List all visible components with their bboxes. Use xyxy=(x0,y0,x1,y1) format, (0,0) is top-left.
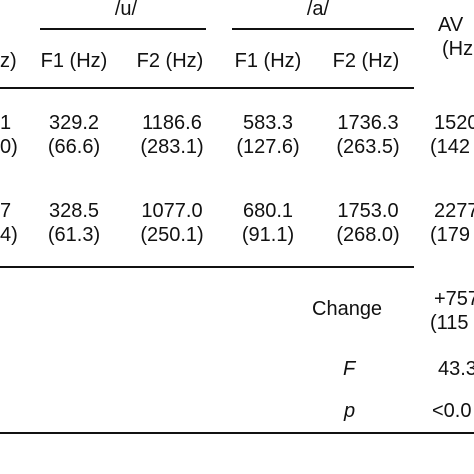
group-underline-u xyxy=(40,28,206,30)
col-header-a-f1: F1 (Hz) xyxy=(234,50,302,72)
col-header-cut: z) xyxy=(0,50,17,72)
row1-u-f1-mean: 329.2 xyxy=(48,112,100,134)
row1-avs-sd: (142 xyxy=(430,136,471,158)
group-underline-a xyxy=(232,28,414,30)
row2-avs-mean: 2277 xyxy=(434,200,474,222)
change-label: Change xyxy=(312,298,383,320)
row1-u-f2-sd: (283.1) xyxy=(140,136,204,158)
col-header-u-f1: F1 (Hz) xyxy=(40,50,108,72)
row1-u-f2-mean: 1186.6 xyxy=(142,112,202,134)
p-value-label: p xyxy=(344,400,356,422)
row2-a-f2-mean: 1753.0 xyxy=(337,200,399,222)
row2-a-f2-sd: (268.0) xyxy=(336,224,400,246)
row2-a-f1-mean: 680.1 xyxy=(242,200,294,222)
avs-header: AV xyxy=(438,14,464,36)
header-rule xyxy=(0,87,414,89)
f-stat-value: 43.3 xyxy=(438,358,474,380)
row2-avs-sd: (179 xyxy=(430,224,471,246)
row1-a-f2-mean: 1736.3 xyxy=(337,112,399,134)
group-header-a: /a/ xyxy=(306,0,330,20)
row2-u-f2-sd: (250.1) xyxy=(140,224,204,246)
col-header-u-f2: F2 (Hz) xyxy=(136,50,204,72)
row2-cut-mean: 7 xyxy=(0,200,12,222)
table-bottom-rule xyxy=(0,432,474,434)
row1-a-f2-sd: (263.5) xyxy=(336,136,400,158)
row1-u-f1-sd: (66.6) xyxy=(47,136,101,158)
col-header-a-f2: F2 (Hz) xyxy=(332,50,400,72)
p-value: <0.0 xyxy=(432,400,472,422)
row1-a-f1-mean: 583.3 xyxy=(242,112,294,134)
avs-unit-header: (Hz xyxy=(442,38,474,60)
row2-u-f1-sd: (61.3) xyxy=(47,224,101,246)
row1-a-f1-sd: (127.6) xyxy=(236,136,300,158)
row1-cut-mean: 1 xyxy=(0,112,12,134)
f-stat-label: F xyxy=(343,358,356,380)
row1-cut-sd: 0) xyxy=(0,136,18,158)
change-value: +757 xyxy=(434,288,474,310)
row2-cut-sd: 4) xyxy=(0,224,18,246)
row1-avs-mean: 1520 xyxy=(434,112,474,134)
row2-u-f1-mean: 328.5 xyxy=(48,200,100,222)
change-sd: (115 xyxy=(430,312,469,334)
group-header-u: /u/ xyxy=(114,0,138,20)
body-bottom-rule xyxy=(0,266,414,268)
row2-u-f2-mean: 1077.0 xyxy=(141,200,203,222)
row2-a-f1-sd: (91.1) xyxy=(241,224,295,246)
